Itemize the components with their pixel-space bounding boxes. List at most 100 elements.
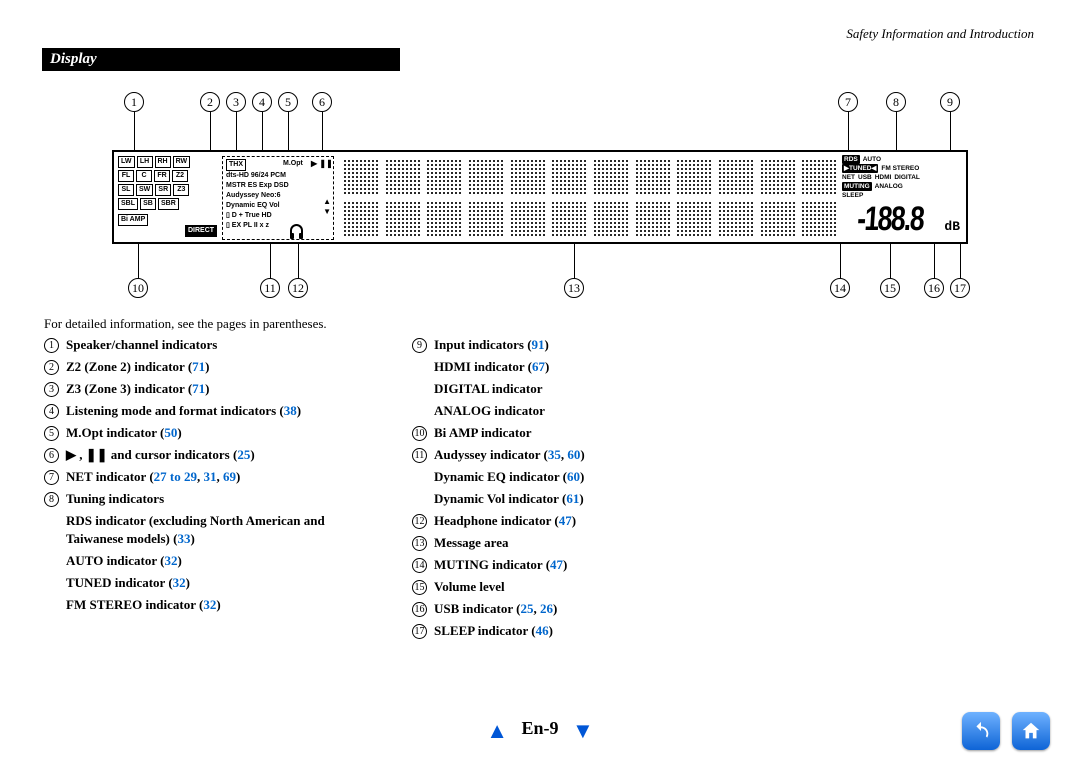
legend-entry-number: 12 xyxy=(412,514,427,529)
legend-entry: 13Message area xyxy=(412,534,752,552)
legend-entry-number: 9 xyxy=(412,338,427,353)
speaker-cell-z3: Z3 xyxy=(173,184,189,196)
page-ref[interactable]: 25 xyxy=(520,601,533,616)
indicator-sleep: SLEEP xyxy=(842,191,863,200)
legend-sub-entry: Dynamic Vol indicator (61) xyxy=(434,490,752,508)
legend-entry: 7NET indicator (27 to 29, 31, 69) xyxy=(44,468,384,486)
section-title-display: Display xyxy=(42,48,400,71)
legend-entry: 9 Input indicators (91) xyxy=(412,336,752,354)
page-ref[interactable]: 32 xyxy=(164,553,177,568)
volume-value: -188.8 xyxy=(856,200,924,239)
page-ref[interactable]: 60 xyxy=(567,447,580,462)
legend-entry: 1 Speaker/channel indicators xyxy=(44,336,384,354)
legend-entry: 6▶ , ❚❚ and cursor indicators (25) xyxy=(44,446,384,464)
message-area-matrix xyxy=(342,158,838,236)
speaker-cell-z2: Z2 xyxy=(172,170,188,182)
speaker-cell-c: C xyxy=(136,170,152,182)
legend-sub-entry: Dynamic EQ indicator (60) xyxy=(434,468,752,486)
indicator-muting: MUTING xyxy=(842,182,872,191)
legend-entry-number: 7 xyxy=(44,470,59,485)
page-ref[interactable]: 46 xyxy=(536,623,549,638)
legend-entry-number: 10 xyxy=(412,426,427,441)
volume-level-display: -188.8 dB xyxy=(848,200,960,236)
legend-entry-text: Bi AMP indicator xyxy=(434,424,532,442)
legend-entry-number: 15 xyxy=(412,580,427,595)
legend-entry-text: Z2 (Zone 2) indicator (71) xyxy=(66,358,210,376)
legend-entry-text: ▶ , ❚❚ and cursor indicators (25) xyxy=(66,446,255,464)
page-ref[interactable]: 35 xyxy=(548,447,561,462)
format-line: MSTR ES Exp DSD xyxy=(226,181,330,191)
speaker-cell-lh: LH xyxy=(137,156,153,168)
callout-2: 2 xyxy=(200,92,220,112)
page-header-section: Safety Information and Introduction xyxy=(846,26,1034,42)
legend-entry: 5M.Opt indicator (50) xyxy=(44,424,384,442)
home-icon xyxy=(1020,720,1042,742)
speaker-cell-lw: LW xyxy=(118,156,135,168)
page-ref[interactable]: 32 xyxy=(173,575,186,590)
indicator-tuned: ▶TUNED◀ xyxy=(842,164,878,173)
page-ref[interactable]: 71 xyxy=(192,359,205,374)
back-button[interactable] xyxy=(962,712,1000,750)
legend-entry-text: Input indicators (91) xyxy=(434,336,549,354)
legend-entry-number: 2 xyxy=(44,360,59,375)
direct-indicator: DIRECT xyxy=(185,225,217,237)
legend-entry-text: MUTING indicator (47) xyxy=(434,556,567,574)
speaker-cell-sbl: SBL xyxy=(118,198,138,210)
cursor-indicators: ▲▼ xyxy=(323,197,331,217)
legend-entry-text: Speaker/channel indicators xyxy=(66,336,217,354)
legend-sub-entry: RDS indicator (excluding North American … xyxy=(66,512,384,548)
speaker-cell-sbr: SBR xyxy=(158,198,179,210)
page-number: En-9 xyxy=(521,718,558,738)
page-ref[interactable]: 47 xyxy=(550,557,563,572)
legend-entry: 3Z3 (Zone 3) indicator (71) xyxy=(44,380,384,398)
legend-entry: 10 Bi AMP indicator xyxy=(412,424,752,442)
page-ref[interactable]: 60 xyxy=(567,469,580,484)
page-ref[interactable]: 47 xyxy=(559,513,572,528)
page-ref[interactable]: 25 xyxy=(237,447,250,462)
page-ref[interactable]: 27 to 29 xyxy=(154,469,197,484)
undo-icon xyxy=(970,720,992,742)
legend-entry: 15Volume level xyxy=(412,578,752,596)
legend-entry: 8Tuning indicators xyxy=(44,490,384,508)
page-ref[interactable]: 31 xyxy=(204,469,217,484)
page-ref[interactable]: 61 xyxy=(566,491,579,506)
legend-entry: 2 Z2 (Zone 2) indicator (71) xyxy=(44,358,384,376)
home-button[interactable] xyxy=(1012,712,1050,750)
prev-page-arrow[interactable]: ▲ xyxy=(486,718,508,744)
page-ref[interactable]: 69 xyxy=(223,469,236,484)
next-page-arrow[interactable]: ▼ xyxy=(572,718,594,744)
callout-6: 6 xyxy=(312,92,332,112)
format-line: Dynamic EQ Vol xyxy=(226,201,330,211)
page-ref[interactable]: 71 xyxy=(192,381,205,396)
callout-4: 4 xyxy=(252,92,272,112)
legend-entry: 14MUTING indicator (47) xyxy=(412,556,752,574)
legend-entry-number: 3 xyxy=(44,382,59,397)
callout-13: 13 xyxy=(564,278,584,298)
speaker-cell-rh: RH xyxy=(155,156,171,168)
speaker-cell-rw: RW xyxy=(173,156,191,168)
page-ref[interactable]: 26 xyxy=(540,601,553,616)
indicator-legend: 1 Speaker/channel indicators 2 Z2 (Zone 2) … xyxy=(44,336,752,644)
legend-sub-entry: AUTO indicator (32) xyxy=(66,552,384,570)
legend-entry-number: 5 xyxy=(44,426,59,441)
callout-10: 10 xyxy=(128,278,148,298)
thx-indicator: THX xyxy=(226,159,246,171)
page-ref[interactable]: 38 xyxy=(284,403,297,418)
page-ref[interactable]: 91 xyxy=(532,337,545,352)
legend-entry-number: 1 xyxy=(44,338,59,353)
callout-9: 9 xyxy=(940,92,960,112)
legend-entry-number: 4 xyxy=(44,404,59,419)
indicator-digital: DIGITAL xyxy=(894,173,920,182)
page-ref[interactable]: 67 xyxy=(532,359,545,374)
speaker-cell-sl: SL xyxy=(118,184,134,196)
page-ref[interactable]: 32 xyxy=(203,597,216,612)
mopt-indicator: M.Opt xyxy=(283,159,303,169)
legend-entry-text: Tuning indicators xyxy=(66,490,164,508)
indicator-auto: AUTO xyxy=(863,155,881,164)
page-ref[interactable]: 33 xyxy=(177,531,190,546)
speaker-cell-sr: SR xyxy=(155,184,171,196)
intro-text: For detailed information, see the pages … xyxy=(44,316,327,332)
legend-sub-entry: DIGITAL indicator xyxy=(434,380,752,398)
biamp-indicator: Bi AMP xyxy=(118,214,148,226)
page-ref[interactable]: 50 xyxy=(164,425,177,440)
